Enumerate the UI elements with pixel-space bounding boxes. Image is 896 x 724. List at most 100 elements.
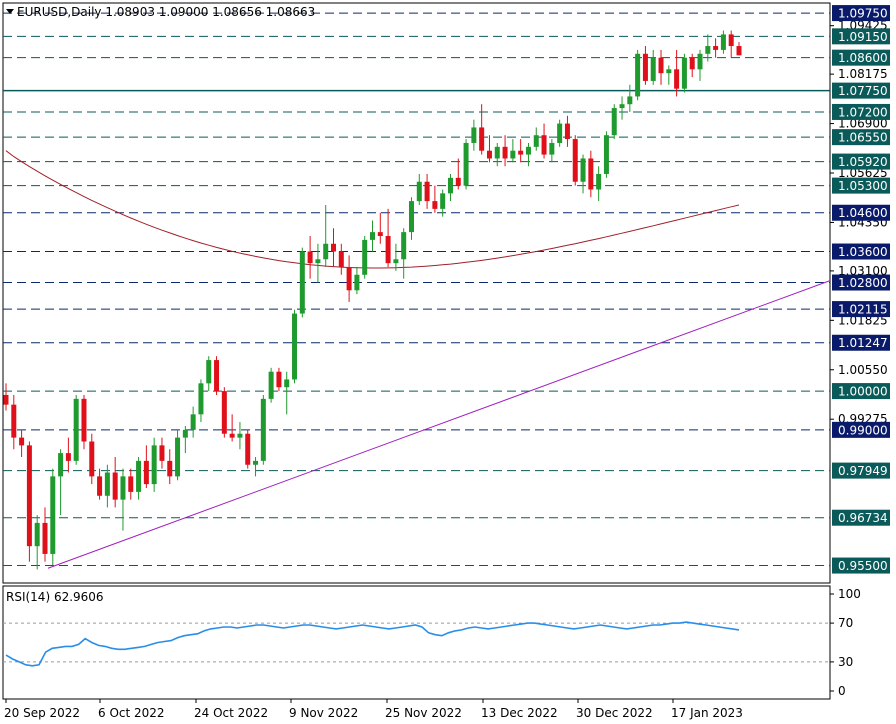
- price-badge: [832, 301, 890, 318]
- candle-body: [182, 429, 188, 438]
- candle-body: [81, 398, 87, 442]
- price-badge-label: 1.02800: [838, 276, 888, 290]
- candle-body: [253, 460, 259, 465]
- price-badge: [832, 28, 890, 45]
- time-label: 9 Nov 2022: [289, 706, 358, 720]
- candle-body: [619, 104, 625, 109]
- candle-body: [190, 414, 196, 430]
- candle-body: [237, 433, 243, 438]
- candle-body: [416, 181, 422, 202]
- price-badge-label: 1.07750: [838, 84, 888, 98]
- price-badges: 1.09750 1.09150 1.08600 1.07750 1.07200 1.065…: [832, 5, 890, 574]
- candle-body: [42, 522, 48, 554]
- candle-body: [284, 379, 290, 388]
- candle-body: [198, 383, 204, 415]
- trendline-line: [47, 280, 831, 569]
- price-badge: [832, 243, 890, 260]
- candle-body: [128, 476, 134, 492]
- dropdown-triangle-icon[interactable]: [6, 9, 14, 14]
- price-label: 1.03100: [838, 264, 888, 278]
- ma-line: [5, 150, 740, 269]
- price-badge: [832, 509, 890, 526]
- price-badge-label: 1.01247: [838, 336, 888, 350]
- candle-body: [471, 127, 477, 143]
- chart-header: EURUSD,Daily 1.08903 1.09000 1.08656 1.0…: [6, 5, 315, 19]
- candle-body: [175, 437, 181, 477]
- price-badge-label: 1.08600: [838, 51, 888, 65]
- candle-body: [510, 150, 516, 159]
- candle-body: [635, 53, 641, 97]
- price-badge-label: 1.07200: [838, 105, 888, 119]
- candle-body: [377, 232, 383, 237]
- candle-body: [596, 173, 602, 190]
- candle-body: [728, 34, 734, 47]
- candle-body: [97, 476, 103, 496]
- candle-body: [533, 135, 539, 147]
- candle-body: [260, 398, 266, 461]
- price-badge-label: 0.97949: [838, 464, 888, 478]
- candle-body: [736, 46, 742, 56]
- moving-average: [5, 150, 740, 269]
- candle-body: [299, 251, 305, 314]
- price-badge: [832, 103, 890, 120]
- price-label: 1.08175: [838, 67, 888, 81]
- price-badge: [832, 421, 890, 438]
- price-badge-label: 1.03600: [838, 245, 888, 259]
- candle-body: [705, 46, 711, 54]
- price-badge: [832, 274, 890, 291]
- price-badge: [832, 82, 890, 99]
- price-badge-label: 1.02115: [838, 303, 888, 317]
- candle-body: [611, 108, 617, 136]
- candle-body: [401, 232, 407, 260]
- candle-body: [89, 441, 95, 477]
- rsi-level-label: 30: [838, 655, 853, 669]
- candle-body: [315, 259, 321, 264]
- candle-body: [362, 239, 368, 275]
- price-badge: [832, 204, 890, 221]
- candle-body: [143, 460, 149, 485]
- candle-body: [440, 193, 446, 209]
- candle-body: [229, 433, 235, 438]
- candle-body: [580, 158, 586, 182]
- price-label: 1.00550: [838, 363, 888, 377]
- candle-body: [11, 404, 17, 438]
- candle-body: [151, 445, 157, 485]
- candle-body: [268, 371, 274, 399]
- candle-body: [588, 158, 594, 190]
- candle-body: [486, 150, 492, 159]
- time-label: 17 Jan 2023: [671, 706, 743, 720]
- candle-body: [245, 433, 251, 465]
- price-badge: [832, 153, 890, 170]
- time-axis: 20 Sep 2022 6 Oct 2022 24 Oct 2022 9 Nov 20…: [4, 699, 743, 720]
- price-badge-label: 1.05920: [838, 155, 888, 169]
- price-badge: [832, 383, 890, 400]
- time-label: 6 Oct 2022: [98, 706, 165, 720]
- candle-body: [408, 201, 414, 233]
- candle-body: [541, 135, 547, 155]
- rsi-level-label: 0: [838, 684, 846, 698]
- candle-body: [214, 360, 220, 392]
- candle-body: [455, 177, 461, 186]
- candle-body: [564, 123, 570, 140]
- candle-body: [136, 460, 142, 492]
- candle-body: [34, 522, 40, 547]
- rsi-line: [5, 621, 740, 667]
- price-badge: [832, 462, 890, 479]
- time-label: 20 Sep 2022: [4, 706, 80, 720]
- price-badge-label: 1.04600: [838, 206, 888, 220]
- candle-body: [206, 360, 212, 384]
- rsi-level-label: 100: [838, 587, 861, 601]
- candle-body: [494, 146, 500, 159]
- candle-body: [557, 123, 563, 143]
- candle-body: [19, 437, 25, 446]
- candle-body: [276, 371, 282, 388]
- candle-body: [159, 445, 165, 461]
- candle-body: [120, 476, 126, 500]
- candle-body: [432, 201, 438, 209]
- candle-body: [666, 69, 672, 74]
- candle-body: [323, 243, 329, 260]
- candle-body: [112, 472, 118, 500]
- candle-body: [627, 96, 633, 105]
- candle-body: [681, 57, 687, 89]
